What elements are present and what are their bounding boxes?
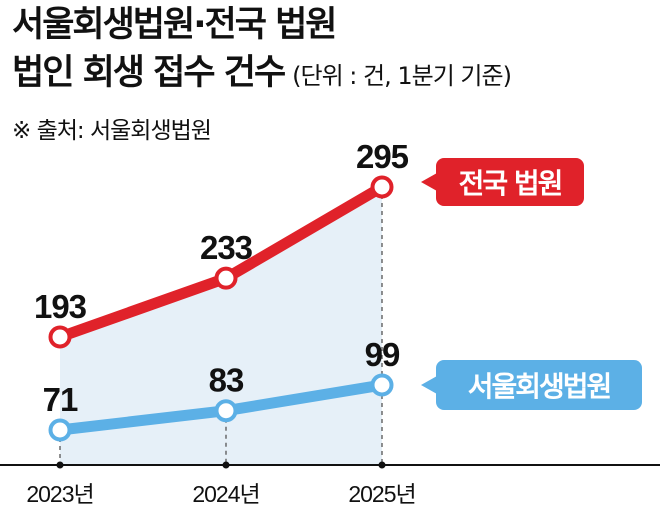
- tick-label: 2023년: [26, 481, 93, 507]
- unit-note: (단위 : 건, 1분기 기준): [292, 62, 512, 90]
- data-label: 233: [200, 229, 253, 266]
- source-note: ※ 출처: 서울회생법원: [12, 118, 212, 144]
- legend-tag: 전국 법원: [421, 158, 584, 206]
- chart-title: 서울회생법원·전국 법원: [12, 5, 337, 45]
- legend-pointer: [421, 173, 437, 191]
- legend-pointer: [421, 376, 437, 394]
- data-point: [370, 373, 394, 397]
- tick-mark: [56, 461, 64, 469]
- data-point: [214, 399, 238, 423]
- data-label: 193: [34, 288, 87, 325]
- chart-subtitle: 법인 회생 접수 건수 (단위 : 건, 1분기 기준): [12, 53, 512, 93]
- data-point: [48, 418, 72, 442]
- legend-label: 전국 법원: [459, 167, 562, 200]
- data-point: [214, 266, 238, 290]
- legend-box: [436, 158, 584, 206]
- subtitle-text: 법인 회생 접수 건수: [12, 53, 286, 93]
- data-label: 295: [356, 138, 409, 175]
- data-label: 99: [365, 336, 400, 373]
- tick-mark: [222, 461, 230, 469]
- legend-label: 서울회생법원: [468, 370, 611, 403]
- data-label: 71: [43, 381, 78, 418]
- data-point: [370, 175, 394, 199]
- tick-label: 2024년: [192, 481, 259, 507]
- tick-mark: [378, 461, 386, 469]
- data-point: [48, 325, 72, 349]
- legend-box: [436, 360, 642, 410]
- tick-label: 2025년: [348, 481, 415, 507]
- data-label: 83: [209, 362, 244, 399]
- legend-tag: 서울회생법원: [421, 360, 642, 410]
